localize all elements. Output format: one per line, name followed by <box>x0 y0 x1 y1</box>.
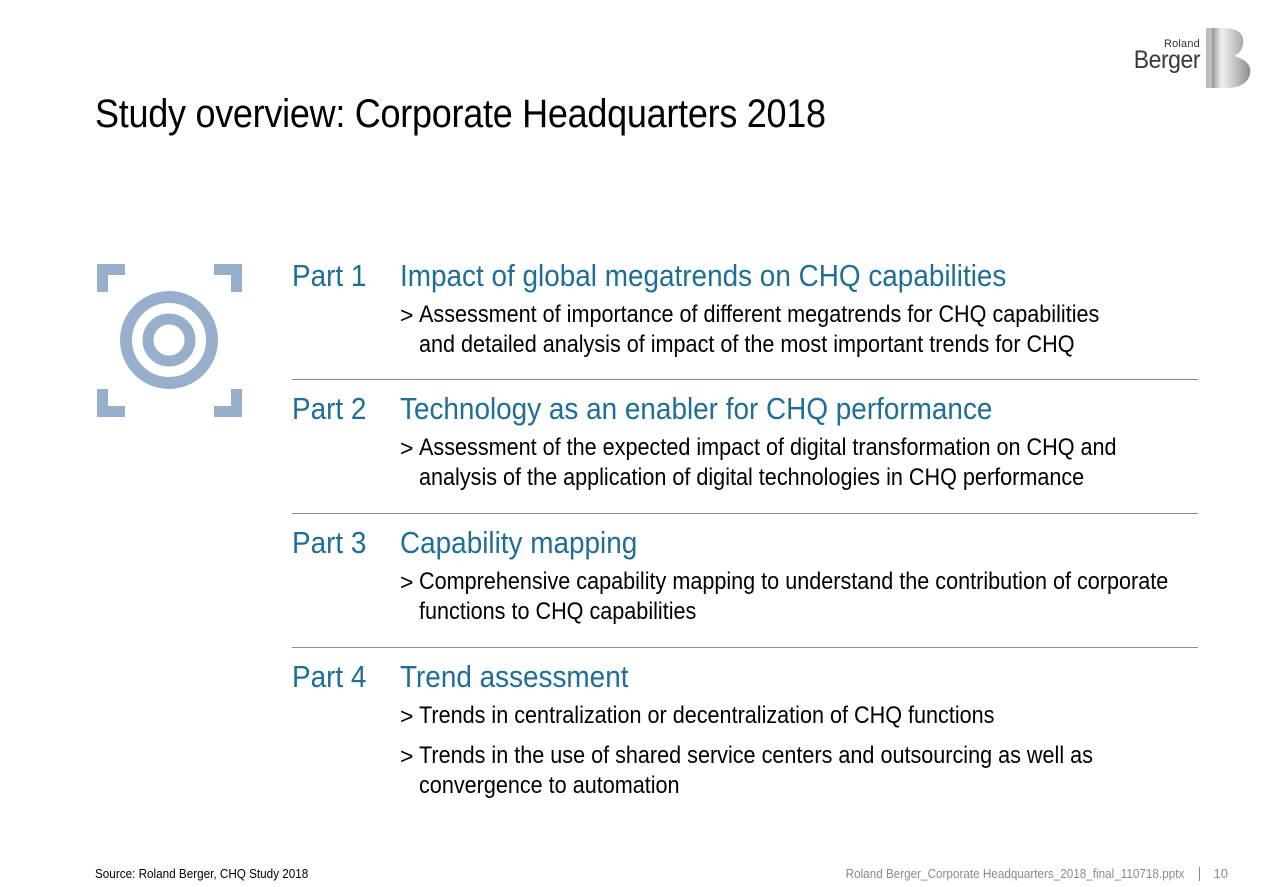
bullet-item: Trends in centralization or decentraliza… <box>400 701 1198 731</box>
bullet-line: Assessment of the expected impact of dig… <box>419 434 1117 461</box>
part-number: Part 1 <box>292 258 367 293</box>
logo-line2: Berger <box>1133 46 1201 74</box>
bullet-item: Comprehensive capability mapping to unde… <box>400 567 1198 627</box>
bullet-line: Trends in centralization or decentraliza… <box>419 702 995 729</box>
footer-divider <box>1198 866 1200 881</box>
roland-berger-logo: Roland Berger <box>1124 28 1252 90</box>
part-title: Impact of global megatrends on CHQ capab… <box>400 258 1007 293</box>
bullet-line: Trends in the use of shared service cent… <box>419 742 1093 769</box>
bullet-line: Assessment of importance of different me… <box>419 301 1100 328</box>
part-item: Part 4 Trend assessment Trends in centra… <box>292 647 1198 801</box>
logo-b-mark-icon <box>1206 28 1251 88</box>
part-item: Part 1 Impact of global megatrends on CH… <box>292 258 1198 379</box>
part-title: Capability mapping <box>400 525 638 560</box>
source-note: Source: Roland Berger, CHQ Study 2018 <box>95 866 309 881</box>
page-number: 10 <box>1213 866 1228 881</box>
bullet-line: convergence to automation <box>419 772 680 799</box>
bullet-item: Assessment of the expected impact of dig… <box>400 433 1198 493</box>
bullet-line: functions to CHQ capabilities <box>419 598 697 625</box>
bullet-line: analysis of the application of digital t… <box>419 464 1085 491</box>
part-item: Part 3 Capability mapping Comprehensive … <box>292 513 1198 647</box>
part-number: Part 3 <box>292 525 367 560</box>
part-number: Part 4 <box>292 659 367 694</box>
part-item: Part 2 Technology as an enabler for CHQ … <box>292 379 1198 513</box>
part-title: Trend assessment <box>400 659 629 694</box>
study-parts-list: Part 1 Impact of global megatrends on CH… <box>292 258 1198 801</box>
bullet-line: Comprehensive capability mapping to unde… <box>419 568 1169 595</box>
footer-meta: Roland Berger_Corporate Headquarters_201… <box>808 866 1228 881</box>
bullet-item: Trends in the use of shared service cent… <box>400 741 1198 801</box>
logo-line1: Roland <box>1163 38 1200 50</box>
bullet-item: Assessment of importance of different me… <box>400 300 1198 360</box>
bullet-line: and detailed analysis of impact of the m… <box>419 331 1075 358</box>
part-title: Technology as an enabler for CHQ perform… <box>400 391 993 426</box>
file-name: Roland Berger_Corporate Headquarters_201… <box>845 866 1185 881</box>
part-number: Part 2 <box>292 391 367 426</box>
target-icon <box>97 264 242 417</box>
page-title: Study overview: Corporate Headquarters 2… <box>95 92 826 136</box>
